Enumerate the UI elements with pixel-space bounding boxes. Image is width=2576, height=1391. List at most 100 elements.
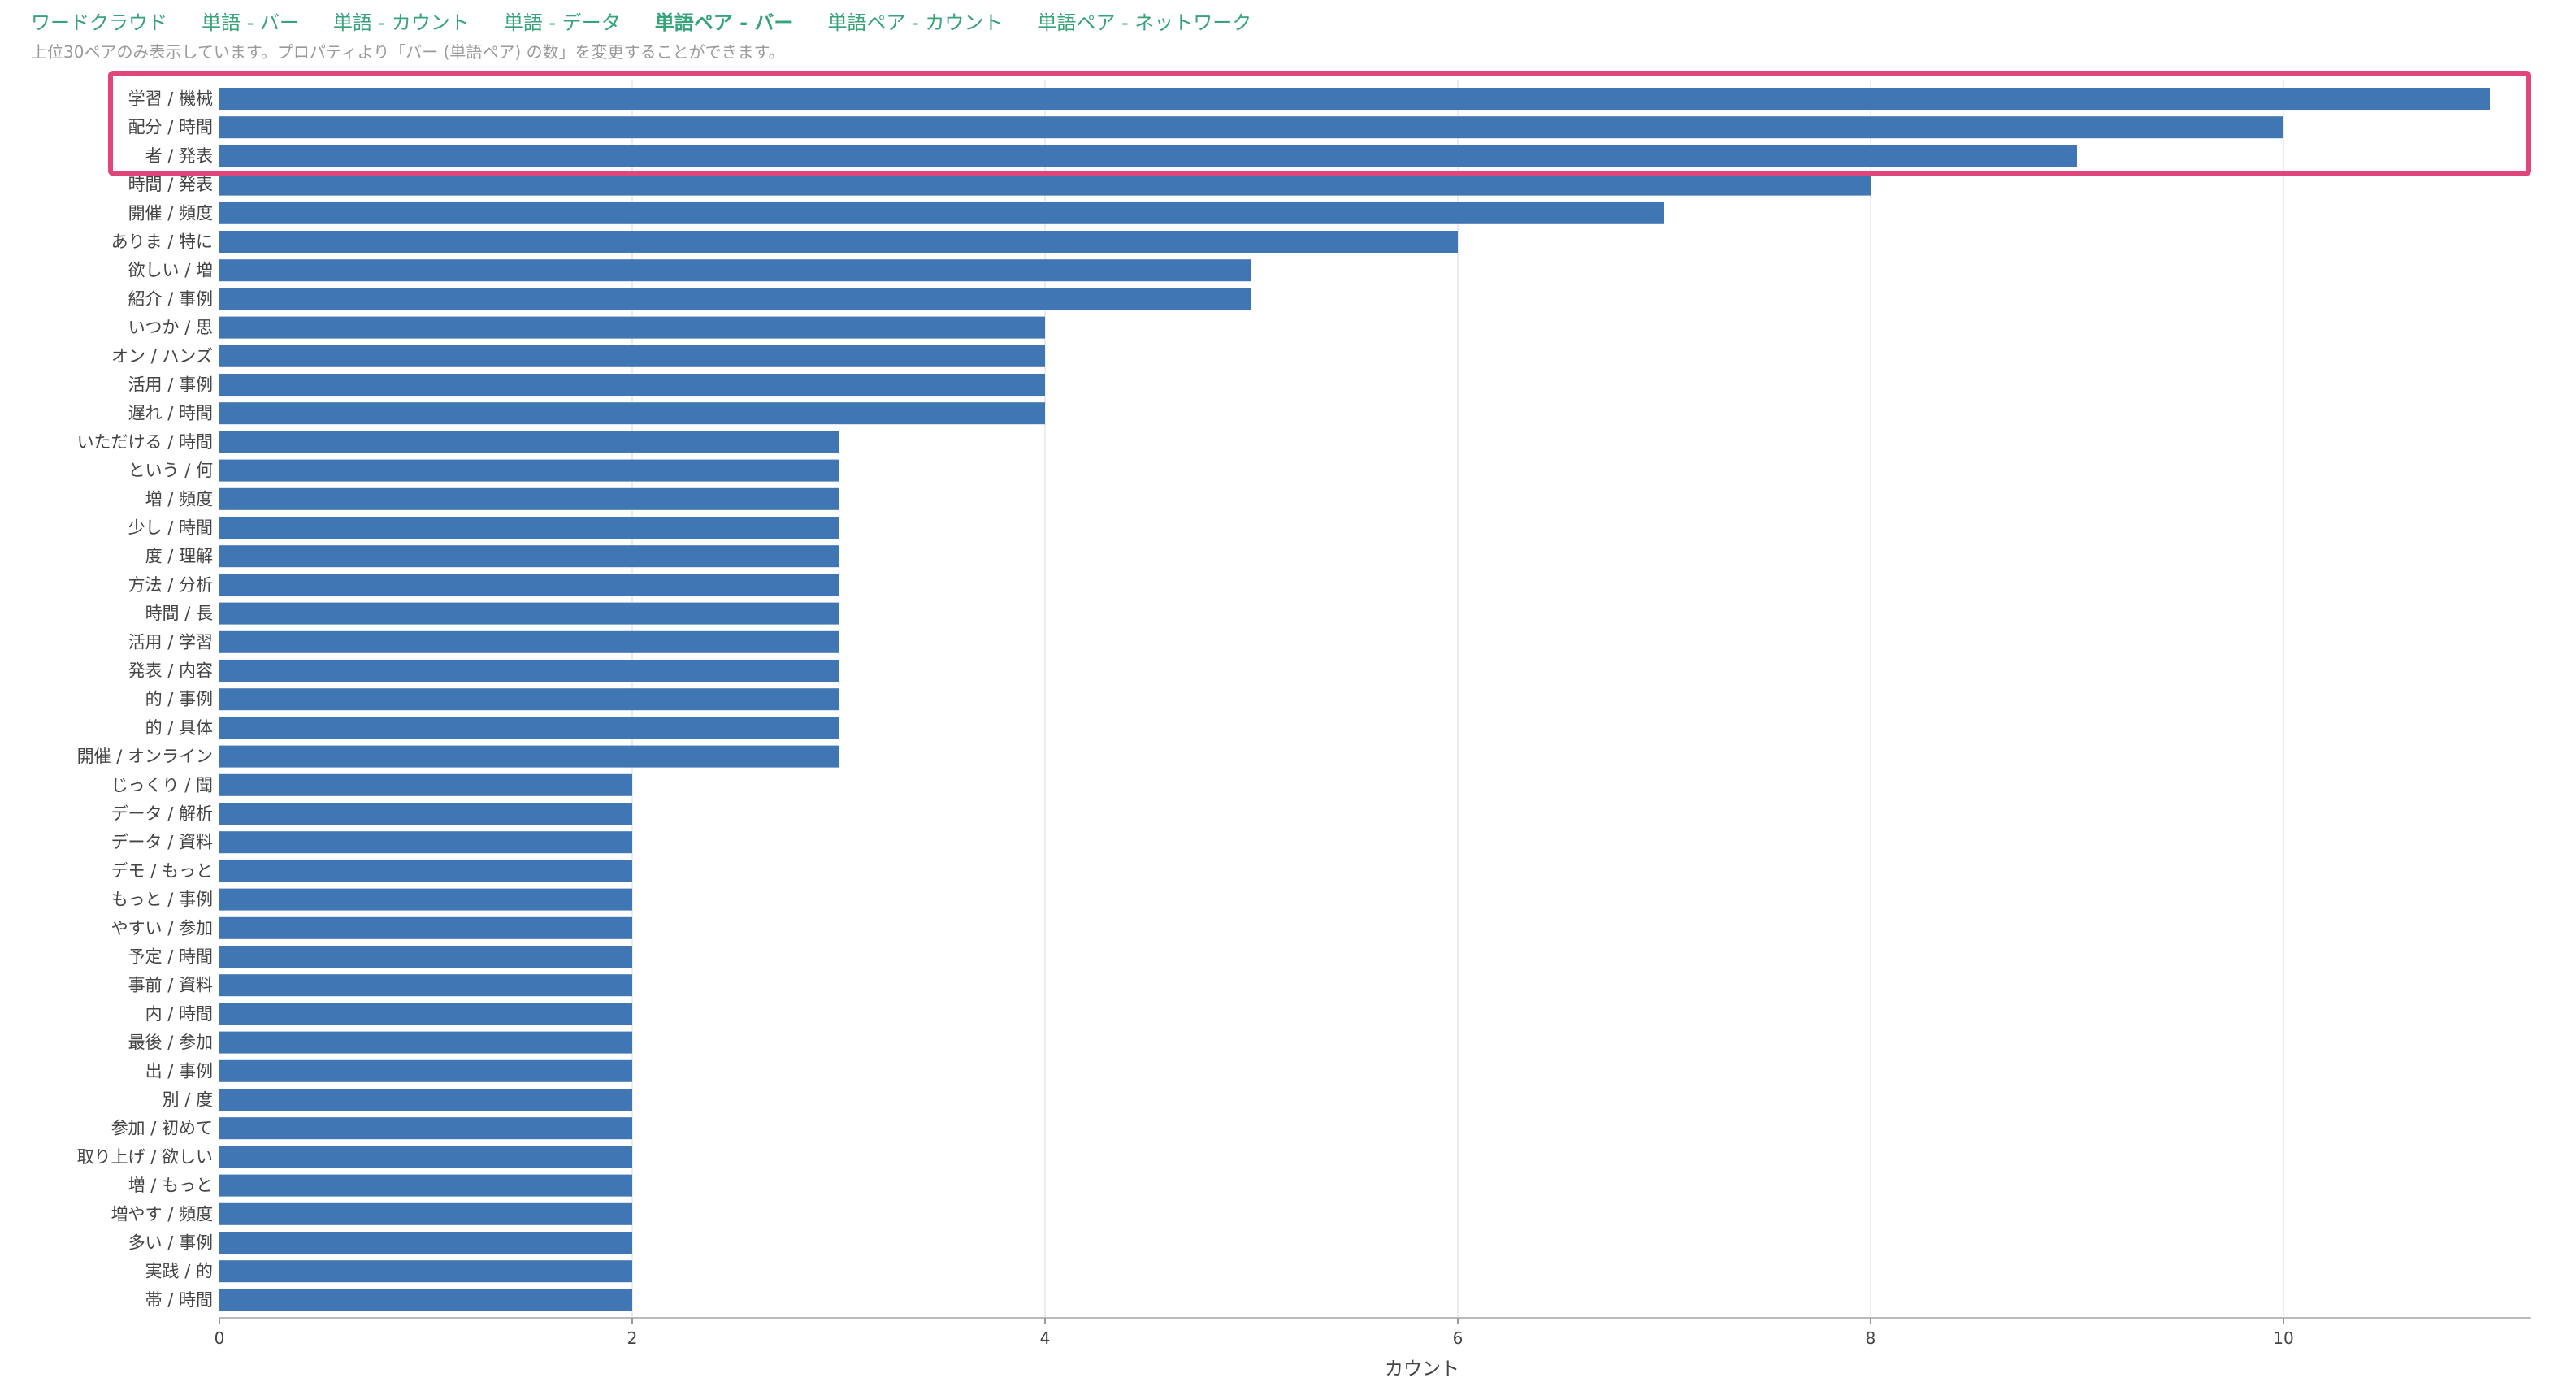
category-label-40: 増やす / 頻度 <box>111 1204 213 1224</box>
category-label-3: 者 / 発表 <box>145 146 213 166</box>
bar-6 <box>219 231 1458 253</box>
bar-36 <box>219 1089 632 1111</box>
category-label-33: 内 / 時間 <box>145 1004 213 1024</box>
category-label-38: 取り上げ / 欲しい <box>77 1147 213 1167</box>
bar-43 <box>219 1289 632 1311</box>
category-label-23: 的 / 具体 <box>145 718 213 738</box>
bar-40 <box>219 1202 632 1225</box>
category-label-2: 配分 / 時間 <box>128 118 213 137</box>
tab-6[interactable]: 単語ペア - カウント <box>827 11 1004 34</box>
category-label-7: 欲しい / 増 <box>128 261 213 280</box>
bar-33 <box>219 1003 632 1025</box>
bar-13 <box>219 431 839 453</box>
category-label-29: もっと / 事例 <box>111 890 213 909</box>
bar-26 <box>219 803 632 825</box>
category-label-27: データ / 資料 <box>111 833 213 852</box>
bar-32 <box>219 974 632 997</box>
category-label-17: 度 / 理解 <box>145 547 213 566</box>
bar-39 <box>219 1174 632 1197</box>
tab-2[interactable]: 単語 - バー <box>202 11 299 34</box>
chart-note: 上位30ペアのみ表示しています。プロパティより「バー (単語ペア) の数」を変更… <box>31 42 785 62</box>
category-label-35: 出 / 事例 <box>145 1061 213 1081</box>
bar-15 <box>219 488 839 510</box>
category-label-30: やすい / 参加 <box>111 918 213 938</box>
x-tick-label-0: 0 <box>215 1328 225 1348</box>
tab-7[interactable]: 単語ペア - ネットワーク <box>1037 11 1252 34</box>
category-label-6: ありま / 特に <box>111 232 213 252</box>
x-tick-label-8: 8 <box>1866 1328 1876 1348</box>
category-label-15: 増 / 頻度 <box>145 489 213 509</box>
bar-8 <box>219 288 1251 310</box>
bar-30 <box>219 916 632 939</box>
tab-4[interactable]: 単語 - データ <box>503 11 621 34</box>
bar-19 <box>219 602 839 625</box>
category-label-42: 実践 / 的 <box>145 1262 213 1281</box>
bar-42 <box>219 1260 632 1283</box>
x-tick-label-4: 4 <box>1040 1328 1051 1348</box>
category-label-1: 学習 / 機械 <box>128 89 213 109</box>
bar-41 <box>219 1232 632 1254</box>
bar-3 <box>219 145 2077 167</box>
category-label-34: 最後 / 参加 <box>128 1033 213 1052</box>
bar-34 <box>219 1031 632 1054</box>
category-label-20: 活用 / 学習 <box>128 632 213 652</box>
bar-7 <box>219 259 1251 282</box>
category-label-9: いつか / 思 <box>128 318 213 337</box>
bar-28 <box>219 860 632 882</box>
bar-37 <box>219 1117 632 1140</box>
category-label-19: 時間 / 長 <box>145 604 213 623</box>
x-axis-title: カウント <box>1385 1358 1459 1380</box>
category-label-43: 帯 / 時間 <box>145 1290 213 1310</box>
category-label-13: いただける / 時間 <box>77 432 213 452</box>
bar-27 <box>219 831 632 854</box>
bar-11 <box>219 374 1045 396</box>
bar-25 <box>219 774 632 796</box>
bar-18 <box>219 574 839 596</box>
category-label-32: 事前 / 資料 <box>128 976 213 995</box>
bar-31 <box>219 946 632 968</box>
category-label-39: 増 / もっと <box>128 1176 213 1195</box>
x-tick-label-2: 2 <box>627 1328 638 1348</box>
tab-1[interactable]: ワードクラウド <box>31 11 167 34</box>
bar-35 <box>219 1060 632 1082</box>
bar-29 <box>219 888 632 911</box>
tab-5[interactable]: 単語ペア - バー <box>654 11 794 34</box>
bar-4 <box>219 173 1871 196</box>
bar-23 <box>219 717 839 739</box>
bar-38 <box>219 1146 632 1168</box>
bar-12 <box>219 402 1045 425</box>
category-label-4: 時間 / 発表 <box>128 175 213 194</box>
category-label-5: 開催 / 頻度 <box>128 203 213 223</box>
bar-17 <box>219 545 839 568</box>
category-label-18: 方法 / 分析 <box>128 575 213 595</box>
category-label-12: 遅れ / 時間 <box>128 404 213 423</box>
tab-bar: ワードクラウド 単語 - バー 単語 - カウント 単語 - データ 単語ペア - バー… <box>31 6 1286 39</box>
bar-5 <box>219 202 1664 224</box>
bar-21 <box>219 660 839 682</box>
bar-14 <box>219 459 839 482</box>
category-label-37: 参加 / 初めて <box>111 1119 213 1138</box>
category-label-21: 発表 / 内容 <box>128 661 213 681</box>
category-label-8: 紹介 / 事例 <box>128 289 213 309</box>
bar-16 <box>219 517 839 539</box>
category-label-25: じっくり / 聞 <box>111 775 213 795</box>
category-label-10: オン / ハンズ <box>111 346 213 366</box>
tab-3[interactable]: 単語 - カウント <box>332 11 470 34</box>
bar-2 <box>219 116 2283 139</box>
category-label-24: 開催 / オンライン <box>77 747 213 766</box>
x-tick-label-10: 10 <box>2273 1328 2293 1348</box>
bar-1 <box>219 88 2490 110</box>
category-label-36: 別 / 度 <box>163 1090 213 1110</box>
bar-9 <box>219 316 1045 339</box>
category-label-11: 活用 / 事例 <box>128 375 213 395</box>
bar-22 <box>219 688 839 711</box>
category-label-31: 予定 / 時間 <box>128 947 213 967</box>
category-label-41: 多い / 事例 <box>128 1233 213 1253</box>
category-label-22: 的 / 事例 <box>145 690 213 709</box>
category-label-28: デモ / もっと <box>111 861 213 881</box>
highlight-box <box>108 71 2531 176</box>
bar-20 <box>219 630 839 653</box>
category-label-16: 少し / 時間 <box>128 518 213 538</box>
bar-10 <box>219 344 1045 367</box>
